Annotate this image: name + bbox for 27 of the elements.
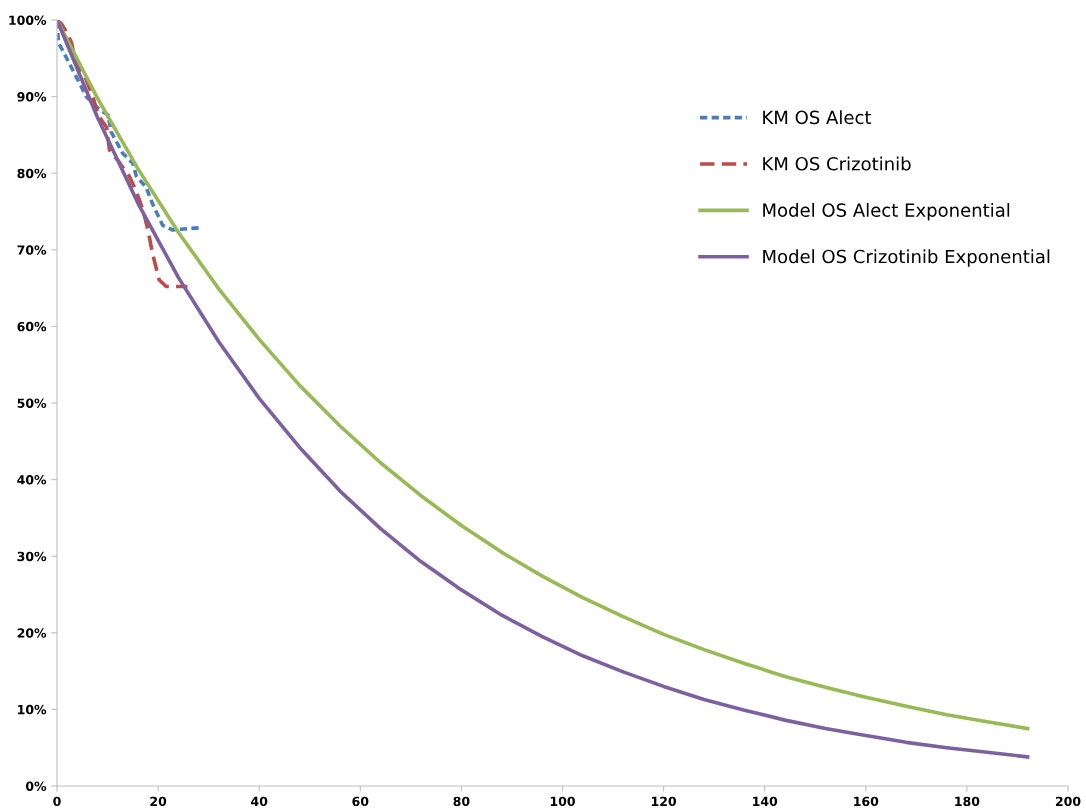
x-tick-label: 200: [1055, 796, 1081, 807]
y-tick-label: 100%: [9, 15, 47, 25]
y-tick-label: 80%: [17, 168, 47, 179]
x-tick-label: 20: [150, 796, 167, 807]
y-tick-label: 90%: [17, 92, 47, 102]
y-tick-label: 50%: [17, 398, 47, 408]
y-tick-label: 10%: [18, 704, 47, 715]
y-tick-label: 30%: [17, 551, 47, 562]
y-tick-label: 40%: [17, 475, 47, 485]
legend-label: KM OS Crizotinib: [763, 156, 911, 171]
legend-label: Model OS Crizotinib Exponential: [763, 249, 1050, 267]
y-tick-label: 0%: [25, 781, 47, 791]
line-series: [57, 20, 190, 289]
y-tick-label: 20%: [17, 628, 47, 638]
x-tick-label: 180: [955, 796, 980, 807]
x-tick-label: 40: [251, 796, 268, 807]
x-tick-label: 160: [854, 796, 879, 807]
x-tick-label: 140: [753, 796, 778, 807]
legend-label: KM OS Alect: [763, 110, 872, 125]
x-tick-label: 0: [53, 796, 61, 807]
x-tick-label: 100: [550, 796, 575, 807]
x-tick-label: 120: [651, 796, 677, 807]
x-tick-label: 60: [352, 796, 369, 807]
y-tick-label: 70%: [17, 245, 47, 255]
x-tick-label: 80: [453, 796, 470, 807]
legend-label: Model OS Alect Exponential: [763, 202, 1010, 221]
y-tick-label: 60%: [17, 321, 47, 332]
